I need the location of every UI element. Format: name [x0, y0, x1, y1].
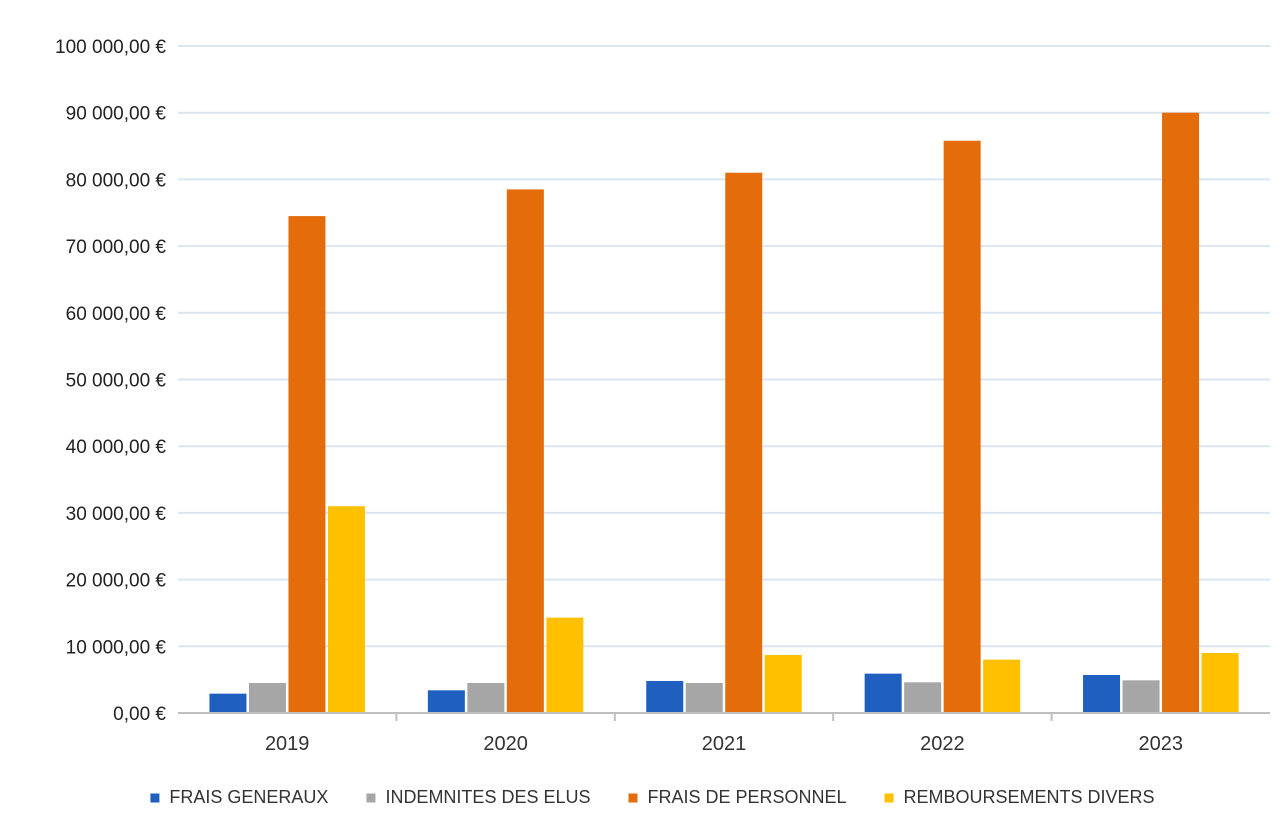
- y-tick-label: 40 000,00 €: [66, 437, 167, 458]
- legend-label: FRAIS GENERAUX: [169, 787, 328, 807]
- legend-swatch-frais-de-personnel: [628, 793, 638, 803]
- bar-frais-de-personnel-2021: [725, 172, 763, 714]
- legend-label: INDEMNITES DES ELUS: [385, 787, 590, 807]
- y-tick-label: 20 000,00 €: [66, 571, 167, 592]
- y-tick-label: 0,00 €: [113, 704, 166, 725]
- bar-indemnites-des-elus-2022: [904, 682, 942, 713]
- y-tick-label: 60 000,00 €: [66, 304, 167, 325]
- bar-remboursements-divers-2019: [327, 506, 365, 713]
- bar-frais-de-personnel-2019: [288, 216, 326, 713]
- legend-swatch-remboursements-divers: [884, 793, 894, 803]
- legend: FRAIS GENERAUX INDEMNITES DES ELUS FRAIS D…: [150, 787, 1155, 807]
- legend-label: FRAIS DE PERSONNEL: [647, 787, 846, 807]
- y-tick-label: 90 000,00 €: [66, 104, 167, 125]
- y-tick-label: 70 000,00 €: [66, 237, 167, 258]
- bar-remboursements-divers-2023: [1201, 652, 1239, 713]
- y-tick-label: 10 000,00 €: [66, 637, 167, 658]
- bar-remboursements-divers-2021: [764, 654, 802, 713]
- y-tick-label: 30 000,00 €: [66, 504, 167, 525]
- bar-frais-generaux-2020: [427, 690, 465, 713]
- bar-remboursements-divers-2020: [546, 617, 584, 713]
- bar-remboursements-divers-2022: [983, 659, 1021, 713]
- x-tick-label: 2022: [920, 733, 965, 755]
- legend-swatch-frais-generaux: [150, 793, 160, 803]
- x-tick-label: 2019: [265, 733, 310, 755]
- x-tick-label: 2023: [1139, 733, 1184, 755]
- y-tick-label: 100 000,00 €: [55, 37, 166, 58]
- bar-frais-generaux-2019: [209, 693, 247, 713]
- bar-indemnites-des-elus-2020: [467, 682, 505, 713]
- bar-indemnites-des-elus-2019: [248, 682, 286, 713]
- bar-frais-de-personnel-2020: [506, 189, 544, 713]
- bar-frais-de-personnel-2023: [1162, 112, 1200, 713]
- bar-frais-generaux-2022: [864, 673, 902, 713]
- bar-frais-de-personnel-2022: [943, 140, 981, 714]
- x-tick-label: 2021: [702, 733, 747, 755]
- legend-swatch-indemnites-des-elus: [366, 793, 376, 803]
- bar-indemnites-des-elus-2023: [1122, 680, 1160, 713]
- bar-indemnites-des-elus-2021: [685, 682, 723, 713]
- bar-frais-generaux-2021: [646, 680, 684, 713]
- y-tick-label: 80 000,00 €: [66, 170, 167, 191]
- x-axis: [178, 712, 1270, 721]
- y-tick-label: 50 000,00 €: [66, 371, 167, 392]
- x-tick-label: 2020: [483, 733, 528, 755]
- y-axis-tick-labels: 0,00 € 10 000,00 € 20 000,00 € 30 000,00 € 4…: [55, 37, 166, 725]
- legend-label: REMBOURSEMENTS DIVERS: [904, 787, 1155, 807]
- x-axis-tick-labels: 2019 2020 2021 2022 2023: [265, 733, 1183, 755]
- bar-frais-generaux-2023: [1083, 674, 1121, 713]
- bars: [209, 112, 1239, 714]
